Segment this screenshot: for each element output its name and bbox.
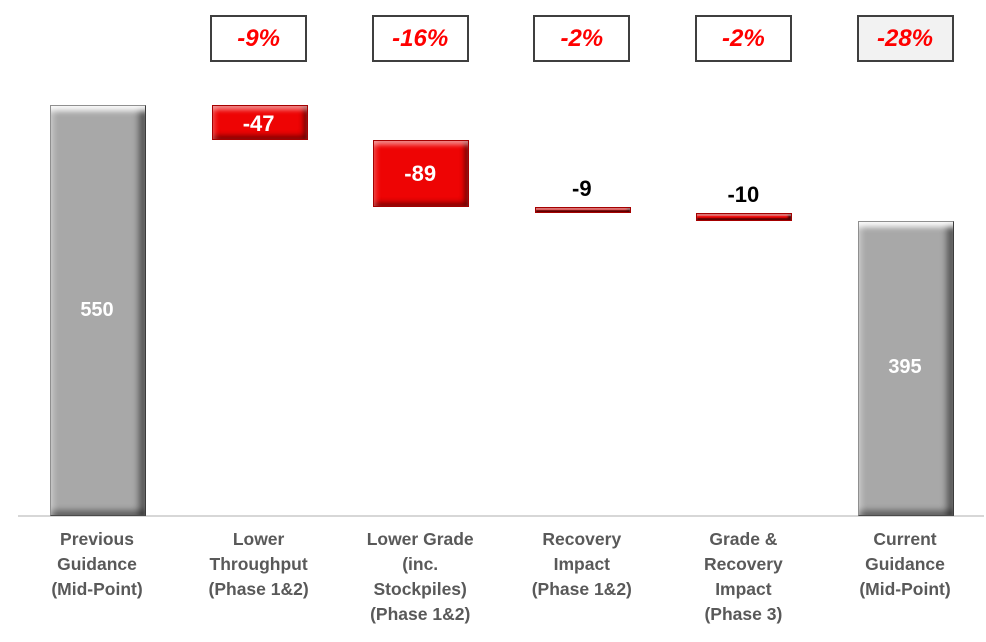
bar-value-label: -89	[404, 161, 437, 187]
category-label: Recovery Impact (Phase 1&2)	[531, 529, 632, 599]
bar-value-label: 395	[888, 356, 922, 379]
total-bar	[50, 105, 146, 516]
total-bar	[858, 220, 954, 516]
bar-value-label: 550	[80, 298, 114, 321]
x-axis-line	[18, 515, 984, 517]
delta-bar	[696, 213, 793, 221]
delta-bar	[534, 206, 631, 214]
percent-change-box: -16%	[371, 15, 469, 62]
bar-value-label: -47	[242, 110, 275, 136]
bar-value-label: -9	[572, 175, 592, 201]
percent-change-box: -9%	[210, 15, 308, 62]
category-label: Current Guidance (Mid-Point)	[859, 529, 951, 599]
percent-change-box: -2%	[694, 15, 792, 62]
bar-value-label: -10	[727, 182, 760, 208]
category-label: Lower Grade (inc. Stockpiles) (Phase 1&2…	[366, 529, 474, 624]
delta-bar	[373, 140, 470, 207]
percent-change-box: -2%	[533, 15, 631, 62]
category-label: Lower Throughput (Phase 1&2)	[208, 529, 309, 599]
category-label: Previous Guidance (Mid-Point)	[51, 529, 143, 599]
category-label: Grade & Recovery Impact (Phase 3)	[703, 529, 783, 624]
percent-change-box-highlighted: -28%	[856, 15, 954, 62]
delta-bar	[211, 105, 308, 141]
